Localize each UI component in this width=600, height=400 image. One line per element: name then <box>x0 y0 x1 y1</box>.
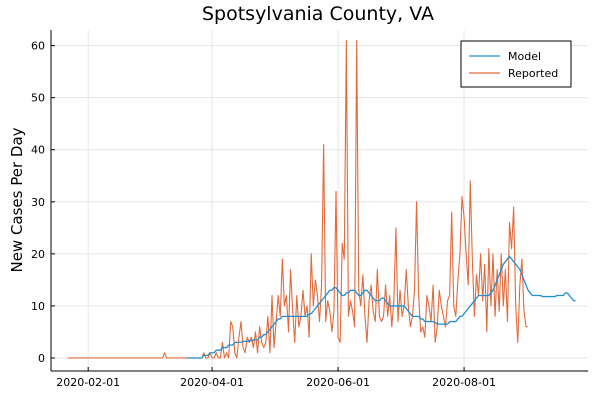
x-tick-label: 2020-06-01 <box>306 376 370 389</box>
series-line-model <box>187 255 576 359</box>
y-axis-label: New Cases Per Day <box>8 127 26 272</box>
chart-title: Spotsylvania County, VA <box>202 3 434 25</box>
legend-box <box>460 40 572 88</box>
legend-label-reported: Reported <box>508 67 558 80</box>
x-tick-label: 2020-04-01 <box>180 376 244 389</box>
y-tick-label: 10 <box>31 300 45 313</box>
y-tick-label: 20 <box>31 248 45 261</box>
legend: Model Reported <box>460 40 572 88</box>
x-tick-labels: 2020-02-01 2020-04-01 2020-06-01 2020-08-01 <box>56 367 496 389</box>
x-tick-label: 2020-08-01 <box>432 376 496 389</box>
y-tick-label: 0 <box>38 352 45 365</box>
y-tick-labels: 0 10 20 30 40 50 60 <box>31 40 55 365</box>
axes <box>50 30 588 372</box>
legend-label-model: Model <box>508 50 541 63</box>
x-tick-label: 2020-02-01 <box>56 376 120 389</box>
series-layer <box>67 39 576 359</box>
y-tick-label: 30 <box>31 196 45 209</box>
y-tick-label: 40 <box>31 144 45 157</box>
y-tick-label: 60 <box>31 40 45 53</box>
series-line-reported <box>67 39 529 359</box>
y-tick-label: 50 <box>31 92 45 105</box>
